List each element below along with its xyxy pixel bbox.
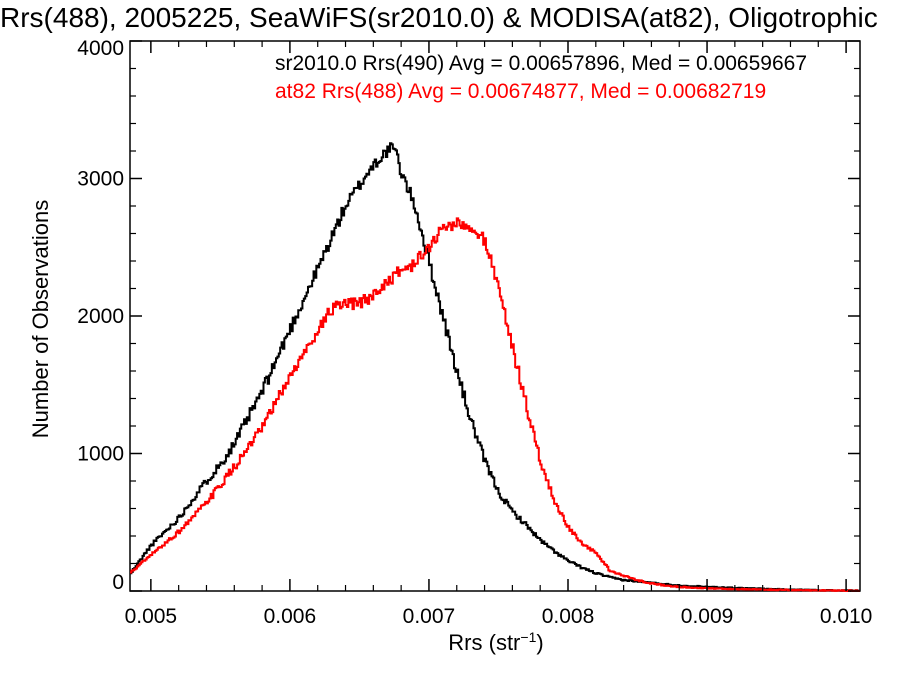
series-line-0 — [130, 142, 860, 592]
y-tick-label: 2000 — [77, 305, 124, 328]
plot-frame — [129, 40, 861, 592]
legend-entry-sr2010: sr2010.0 Rrs(490) Avg = 0.00657896, Med … — [275, 52, 807, 75]
x-tick-label: 0.009 — [681, 605, 734, 628]
y-tick-label: 0 — [112, 571, 124, 594]
y-axis-label: Number of Observations — [28, 200, 53, 438]
x-tick-label: 0.006 — [264, 605, 317, 628]
plot-border — [129, 40, 861, 592]
series-layer — [130, 142, 860, 592]
x-axis-label-close: ) — [536, 630, 543, 655]
x-tick-label: 0.007 — [403, 605, 456, 628]
axis-ticks: 0.005 0.006 0.007 0.008 0.009 0.010 0 1000 2000 3… — [77, 37, 872, 628]
x-tick-label: 0.008 — [542, 605, 595, 628]
x-axis-label-superscript: −1 — [520, 629, 536, 645]
series-line-1 — [130, 217, 860, 592]
y-tick-label: 1000 — [77, 443, 124, 466]
y-tick-label: 3000 — [77, 168, 124, 191]
x-tick-label: 0.010 — [820, 605, 873, 628]
x-axis-label-main: Rrs (str — [448, 630, 520, 655]
y-tick-label: 4000 — [77, 37, 124, 60]
x-tick-label: 0.005 — [125, 605, 178, 628]
x-axis-label: Rrs (str−1) — [448, 629, 543, 655]
chart-title: Rrs(488), 2005225, SeaWiFS(sr2010.0) & M… — [0, 2, 878, 33]
legend-entry-at82: at82 Rrs(488) Avg = 0.00674877, Med = 0.… — [275, 80, 766, 103]
